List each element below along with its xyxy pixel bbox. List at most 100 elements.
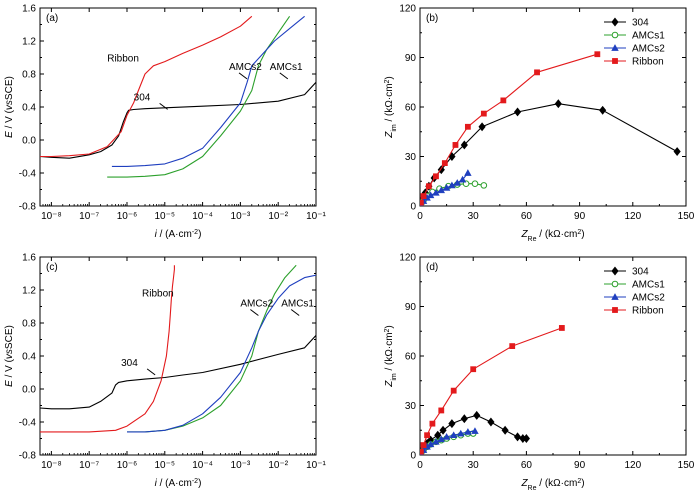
data-point-304: [460, 140, 468, 150]
legend-marker-304: [611, 266, 619, 276]
x-tick-label: 10⁻⁷: [79, 211, 99, 222]
data-point-ribbon: [450, 387, 457, 394]
y-tick-label: 0.0: [22, 136, 36, 147]
y-tick-label: 90: [405, 53, 417, 64]
data-point-amcs2: [471, 427, 479, 434]
data-point-ribbon: [500, 97, 507, 104]
x-tick-label: 10⁻²: [268, 211, 288, 222]
data-point-304: [487, 417, 495, 427]
data-point-ribbon: [441, 160, 448, 166]
data-point-ribbon: [534, 69, 540, 76]
legend-label: 304: [632, 18, 649, 29]
series-line-amcs2: [111, 15, 305, 167]
data-point-304: [478, 122, 486, 132]
data-point-ribbon: [558, 325, 565, 331]
data-point-amcs2: [453, 179, 461, 186]
x-tick-label: 10⁻¹: [306, 211, 326, 222]
annotation-arrow: [279, 72, 289, 80]
data-point-amcs2: [449, 431, 458, 439]
x-tick-label: 10⁻⁸: [41, 211, 62, 222]
x-tick-label: 10⁻⁵: [155, 460, 176, 471]
legend-marker-amcs1: [611, 31, 619, 39]
y-tick-label: 60: [405, 352, 417, 363]
annotation-label: AMCs1: [270, 62, 303, 73]
x-tick-label: 10⁻⁶: [117, 460, 138, 471]
x-tick-label: 10⁻¹: [306, 460, 326, 471]
x-tick-label: 10⁻⁸: [41, 460, 62, 471]
annotation-arrow: [159, 103, 168, 110]
x-axis-label: ZRe / (kΩ·cm2): [520, 229, 584, 243]
annotation-arrow: [250, 309, 259, 316]
y-tick-label: 30: [405, 401, 417, 412]
annotation-label: 304: [121, 358, 138, 369]
data-point-amcs1: [480, 182, 488, 189]
y-tick-label: 90: [405, 302, 417, 313]
x-tick-label: 60: [521, 211, 533, 222]
data-point-304: [522, 434, 530, 443]
y-tick-label: 0: [410, 202, 416, 213]
y-tick-label: 0.4: [22, 352, 36, 363]
x-tick-label: 10⁻³: [231, 460, 251, 471]
data-point-304: [673, 147, 681, 157]
x-tick-label: 10⁻⁶: [117, 211, 138, 222]
data-point-amcs2: [464, 428, 472, 435]
x-tick-label: 120: [624, 460, 641, 471]
data-point-ribbon: [438, 407, 445, 414]
x-tick-label: 10⁻²: [268, 460, 288, 471]
series-line-ribbon: [420, 53, 598, 203]
x-tick-label: 90: [574, 460, 586, 471]
data-point-amcs2: [442, 184, 451, 191]
annotation-label: AMCs2: [229, 62, 262, 73]
data-point-amcs2: [464, 169, 472, 176]
data-point-amcs2: [432, 188, 440, 196]
annotation-label: AMCs2: [240, 299, 273, 310]
data-point-ribbon: [429, 420, 436, 427]
y-axis-label: E / V (vsSCE): [4, 325, 15, 387]
y-axis-label: E / V (vsSCE): [4, 76, 15, 138]
y-tick-label: -0.4: [19, 418, 37, 429]
legend-label: AMCs2: [632, 44, 665, 55]
annotation-arrow: [238, 72, 248, 80]
data-point-ribbon: [452, 142, 459, 148]
data-point-ribbon: [464, 123, 471, 130]
plot-frame: [39, 256, 317, 456]
series-line-amcs2: [127, 274, 316, 433]
data-point-amcs1: [471, 180, 479, 188]
y-tick-label: -0.4: [19, 169, 37, 180]
legend-label: AMCs1: [632, 280, 665, 291]
data-point-ribbon: [433, 173, 439, 180]
panel-label: (b): [426, 13, 438, 24]
x-tick-label: 10⁻³: [231, 211, 251, 222]
data-point-304: [599, 105, 607, 115]
x-tick-label: 10⁻⁴: [192, 211, 213, 222]
x-tick-label: 30: [468, 460, 480, 471]
data-point-amcs2: [426, 440, 435, 448]
data-point-ribbon: [470, 366, 477, 373]
legend-marker-ribbon: [612, 307, 618, 313]
series-line-ribbon: [40, 265, 175, 433]
data-layer: [420, 51, 681, 206]
x-tick-label: 150: [678, 211, 695, 222]
x-tick-label: 30: [468, 211, 480, 222]
y-tick-label: -0.8: [19, 202, 37, 213]
y-tick-label: 0.4: [22, 103, 36, 114]
series-line-304: [40, 335, 316, 410]
data-point-ribbon: [425, 183, 432, 190]
y-tick-label: 1.6: [22, 253, 36, 264]
legend-label: 304: [632, 267, 649, 278]
data-point-amcs2: [448, 181, 456, 189]
data-point-ribbon: [424, 432, 430, 439]
y-axis-label: Zim / (kΩ·cm2): [384, 325, 398, 388]
x-tick-label: 0: [417, 460, 423, 471]
data-point-amcs2: [437, 186, 445, 194]
y-tick-label: 1.6: [22, 4, 36, 15]
panel-label: (c): [46, 262, 58, 273]
legend-label: Ribbon: [632, 306, 664, 317]
data-point-304: [473, 410, 481, 420]
y-tick-label: -0.8: [19, 451, 37, 462]
legend-marker-ribbon: [612, 58, 618, 64]
data-point-304: [448, 419, 456, 429]
panel-label: (a): [46, 13, 58, 24]
annotation-label: Ribbon: [142, 289, 174, 300]
series-line-ribbon: [40, 15, 253, 158]
